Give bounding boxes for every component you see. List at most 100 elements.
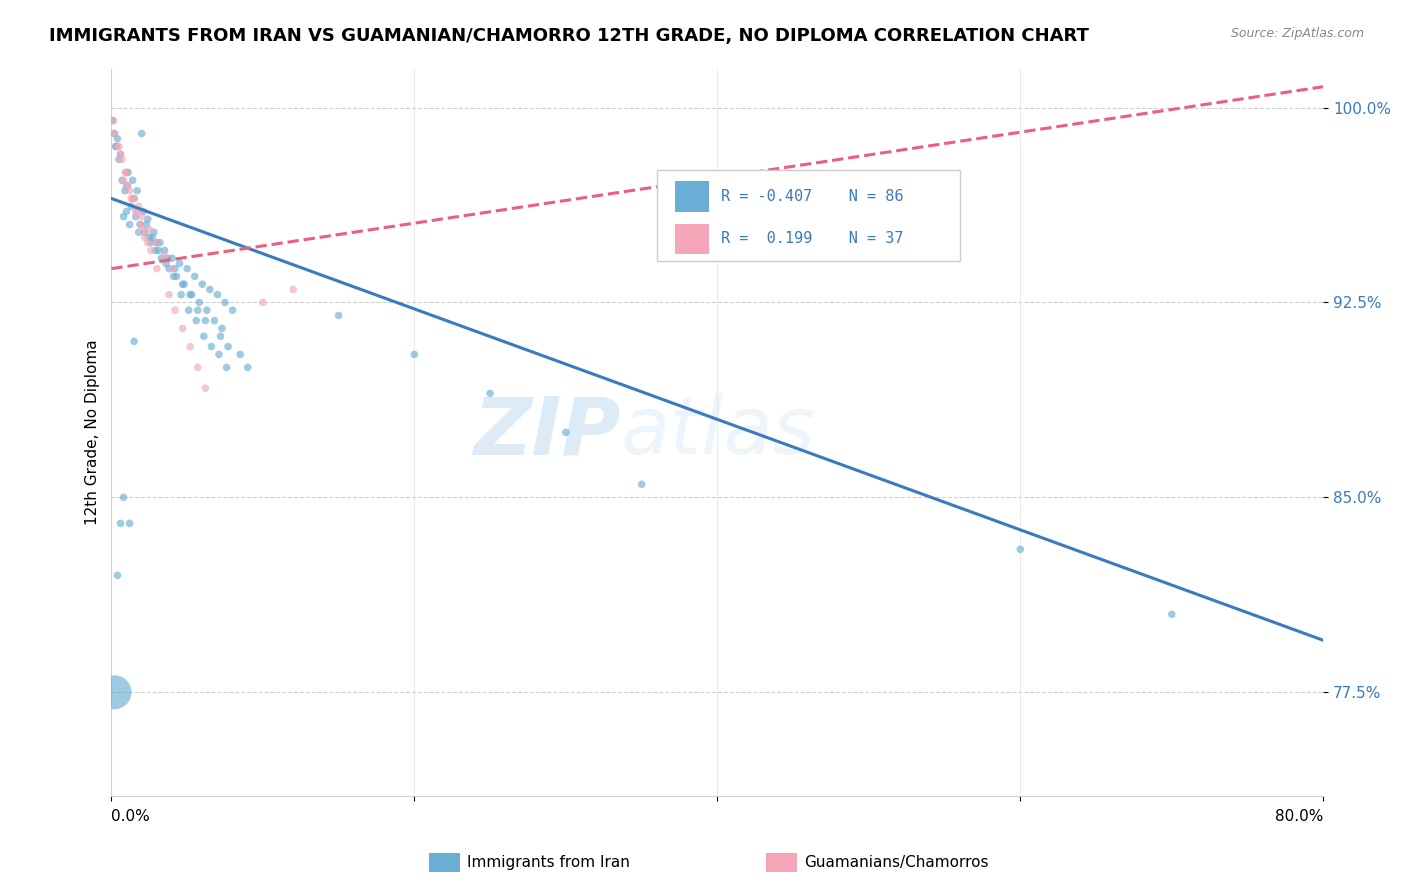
- Text: 0.0%: 0.0%: [111, 809, 150, 824]
- Point: [122, 191, 145, 205]
- Point: [115, 165, 138, 179]
- Point: [115, 204, 138, 219]
- Point: [1160, 607, 1182, 622]
- Point: [157, 261, 180, 276]
- Text: Immigrants from Iran: Immigrants from Iran: [467, 855, 630, 870]
- Bar: [675, 181, 709, 212]
- Text: IMMIGRANTS FROM IRAN VS GUAMANIAN/CHAMORRO 12TH GRADE, NO DIPLOMA CORRELATION CH: IMMIGRANTS FROM IRAN VS GUAMANIAN/CHAMOR…: [49, 27, 1090, 45]
- Point: [191, 277, 214, 292]
- Point: [217, 340, 239, 354]
- Point: [101, 113, 124, 128]
- Point: [162, 269, 184, 284]
- Point: [163, 261, 186, 276]
- Point: [170, 287, 193, 301]
- Point: [111, 173, 134, 187]
- Point: [112, 173, 135, 187]
- Point: [177, 303, 200, 318]
- Point: [183, 269, 205, 284]
- Point: [103, 127, 125, 141]
- Point: [131, 210, 153, 224]
- Point: [180, 287, 202, 301]
- Point: [103, 685, 125, 699]
- Point: [1010, 542, 1032, 557]
- Point: [110, 147, 132, 161]
- Point: [193, 329, 215, 343]
- Point: [124, 210, 146, 224]
- Text: Source: ZipAtlas.com: Source: ZipAtlas.com: [1230, 27, 1364, 40]
- Point: [554, 425, 576, 440]
- Point: [155, 256, 177, 270]
- Point: [111, 153, 134, 167]
- Point: [328, 309, 350, 323]
- Point: [479, 386, 502, 401]
- Point: [173, 277, 195, 292]
- Point: [207, 287, 229, 301]
- Point: [153, 249, 176, 263]
- Point: [328, 828, 350, 842]
- Point: [112, 210, 135, 224]
- Point: [124, 204, 146, 219]
- Point: [110, 147, 132, 161]
- Point: [146, 261, 169, 276]
- Point: [121, 191, 143, 205]
- Point: [128, 225, 150, 239]
- Bar: [675, 224, 709, 254]
- FancyBboxPatch shape: [657, 170, 960, 261]
- Point: [120, 191, 142, 205]
- Point: [127, 204, 149, 219]
- Point: [198, 282, 221, 296]
- Point: [135, 218, 157, 232]
- Point: [101, 113, 124, 128]
- Point: [208, 347, 231, 361]
- Point: [215, 360, 238, 375]
- Point: [172, 277, 194, 292]
- Point: [122, 334, 145, 349]
- Point: [121, 173, 143, 187]
- Point: [142, 225, 165, 239]
- Point: [104, 139, 127, 153]
- Point: [120, 199, 142, 213]
- Point: [404, 347, 426, 361]
- Point: [187, 360, 209, 375]
- Point: [132, 222, 155, 236]
- Point: [114, 184, 136, 198]
- Point: [107, 139, 129, 153]
- Point: [134, 230, 156, 244]
- Point: [107, 131, 129, 145]
- Point: [229, 347, 252, 361]
- Point: [108, 139, 131, 153]
- Point: [112, 491, 135, 505]
- Point: [163, 303, 186, 318]
- Point: [195, 303, 218, 318]
- Point: [143, 244, 166, 258]
- Point: [179, 340, 201, 354]
- Point: [129, 218, 152, 232]
- Point: [127, 184, 149, 198]
- Point: [187, 303, 209, 318]
- Point: [118, 516, 141, 531]
- Point: [131, 127, 153, 141]
- Point: [160, 252, 183, 266]
- Point: [209, 329, 232, 343]
- Point: [186, 313, 208, 327]
- Point: [115, 165, 138, 179]
- Text: atlas: atlas: [620, 393, 815, 471]
- Point: [172, 321, 194, 335]
- Point: [141, 230, 163, 244]
- Point: [117, 178, 139, 193]
- Point: [103, 127, 125, 141]
- Point: [194, 381, 217, 395]
- Point: [136, 235, 159, 250]
- Point: [176, 261, 198, 276]
- Point: [138, 230, 160, 244]
- Point: [114, 165, 136, 179]
- Text: ZIP: ZIP: [472, 393, 620, 471]
- Point: [283, 282, 305, 296]
- Point: [129, 218, 152, 232]
- Point: [108, 153, 131, 167]
- Point: [110, 516, 132, 531]
- Point: [128, 199, 150, 213]
- Point: [115, 178, 138, 193]
- Point: [221, 303, 243, 318]
- Point: [148, 244, 170, 258]
